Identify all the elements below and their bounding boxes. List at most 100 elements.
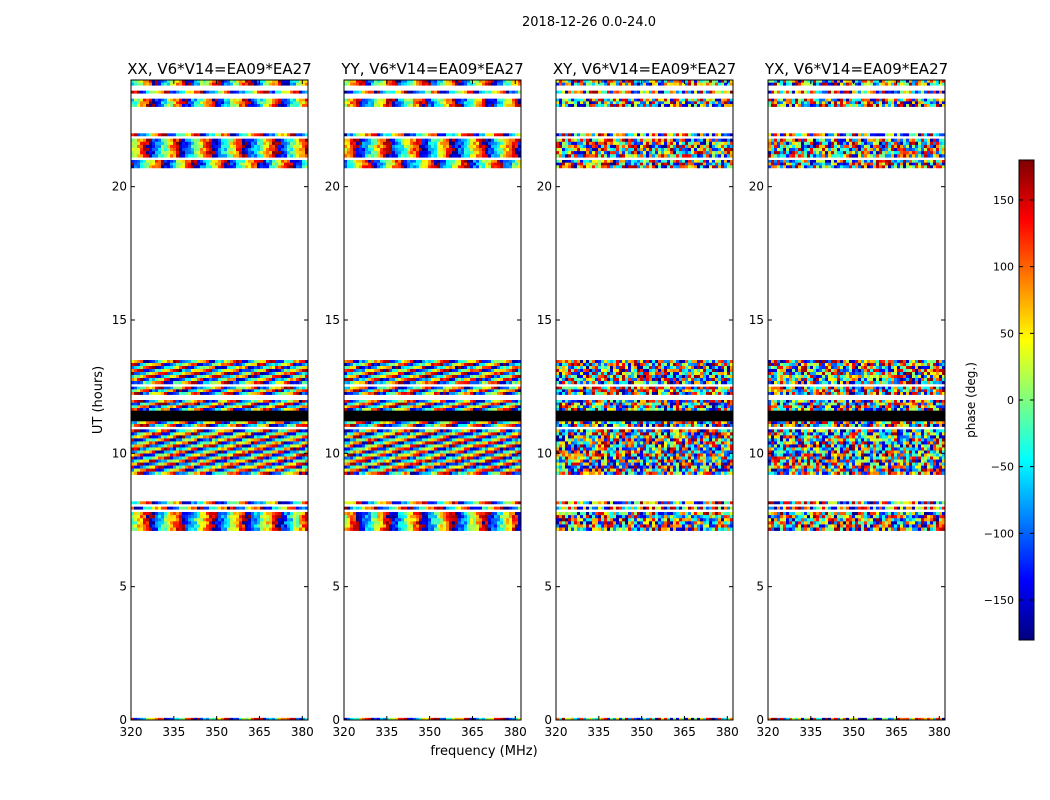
heatmap-cell	[257, 441, 261, 445]
heatmap-cell	[185, 512, 189, 516]
heatmap-cell	[137, 432, 141, 436]
heatmap-cell	[302, 98, 306, 102]
heatmap-cell	[236, 424, 240, 427]
heatmap-cell	[494, 444, 498, 448]
heatmap-cell	[401, 400, 405, 403]
heatmap-cell	[170, 98, 174, 102]
heatmap-cell	[137, 501, 141, 505]
heatmap-cell	[197, 432, 201, 436]
heatmap-cell	[371, 465, 375, 469]
heatmap-cell	[257, 378, 261, 382]
heatmap-cell	[164, 369, 168, 373]
heatmap-cell	[143, 432, 147, 436]
heatmap-cell	[227, 468, 231, 472]
heatmap-cell	[404, 438, 408, 442]
heatmap-cell	[353, 400, 357, 403]
heatmap-cell	[146, 80, 150, 83]
heatmap-cell	[134, 360, 138, 364]
heatmap-cell	[371, 453, 375, 457]
heatmap-cell	[224, 148, 228, 152]
heatmap-cell	[365, 512, 369, 516]
heatmap-cell	[245, 444, 249, 448]
heatmap-cell	[389, 717, 393, 721]
heatmap-cell	[263, 144, 267, 149]
heatmap-cell	[239, 501, 243, 505]
heatmap-cell	[494, 465, 498, 469]
heatmap-cell	[419, 450, 423, 454]
heatmap-cell	[353, 527, 357, 531]
heatmap-cell	[362, 524, 366, 528]
heatmap-cell	[398, 459, 402, 463]
heatmap-cell	[245, 456, 249, 460]
heatmap-cell	[512, 444, 516, 448]
heatmap-cell	[446, 435, 450, 439]
heatmap-cell	[425, 435, 429, 439]
heatmap-cell	[449, 506, 453, 510]
heatmap-cell	[302, 441, 306, 445]
heatmap-cell	[158, 447, 162, 451]
heatmap-cell	[284, 441, 288, 445]
heatmap-cell	[479, 501, 483, 505]
heatmap-cell	[419, 444, 423, 448]
heatmap-cell	[149, 141, 153, 146]
heatmap-cell	[281, 104, 285, 107]
heatmap-cell	[170, 151, 174, 155]
heatmap-cell	[200, 402, 204, 406]
heatmap-cell	[371, 462, 375, 466]
heatmap-cell	[230, 392, 234, 395]
heatmap-cell	[191, 465, 195, 469]
heatmap-cell	[173, 438, 177, 442]
heatmap-cell	[206, 501, 210, 505]
heatmap-cell	[245, 432, 249, 436]
heatmap-cell	[212, 429, 216, 433]
heatmap-cell	[263, 421, 267, 425]
heatmap-cell	[257, 141, 261, 146]
heatmap-cell	[161, 468, 165, 472]
heatmap-cell	[170, 402, 174, 406]
heatmap-cell	[179, 435, 183, 439]
heatmap-cell	[290, 462, 294, 466]
heatmap-cell	[191, 468, 195, 472]
heatmap-cell	[305, 369, 309, 373]
heatmap-cell	[266, 405, 270, 409]
heatmap-cell	[161, 162, 165, 166]
heatmap-cell	[344, 462, 348, 466]
heatmap-cell	[143, 501, 147, 505]
heatmap-cell	[224, 512, 228, 516]
heatmap-cell	[284, 389, 288, 393]
heatmap-cell	[470, 429, 474, 433]
heatmap-cell	[242, 459, 246, 463]
heatmap-cell	[389, 459, 393, 463]
heatmap-cell	[263, 441, 267, 445]
heatmap-cell	[131, 465, 135, 469]
heatmap-cell	[155, 405, 159, 409]
heatmap-cell	[161, 82, 165, 86]
heatmap-cell	[194, 360, 198, 364]
heatmap-cell	[389, 453, 393, 457]
heatmap-cell	[440, 527, 444, 531]
heatmap-cell	[398, 429, 402, 433]
heatmap-cell	[446, 459, 450, 463]
heatmap-cell	[359, 512, 363, 516]
heatmap-cell	[482, 453, 486, 457]
heatmap-cell	[284, 429, 288, 433]
heatmap-cell	[155, 101, 159, 105]
heatmap-cell	[254, 421, 258, 425]
heatmap-cell	[278, 162, 282, 166]
heatmap-cell	[293, 515, 297, 519]
heatmap-cell	[347, 524, 351, 528]
heatmap-cell	[143, 435, 147, 439]
heatmap-cell	[386, 447, 390, 451]
heatmap-cell	[482, 456, 486, 460]
heatmap-cell	[344, 438, 348, 442]
heatmap-cell	[251, 160, 255, 163]
heatmap-cell	[131, 524, 135, 528]
heatmap-cell	[305, 429, 309, 433]
heatmap-cell	[185, 518, 189, 522]
heatmap-cell	[239, 512, 243, 516]
x-tick-label: 335	[162, 725, 185, 739]
heatmap-cell	[203, 521, 207, 525]
heatmap-cell	[146, 438, 150, 442]
heatmap-cell	[254, 453, 258, 457]
heatmap-cell	[272, 438, 276, 442]
